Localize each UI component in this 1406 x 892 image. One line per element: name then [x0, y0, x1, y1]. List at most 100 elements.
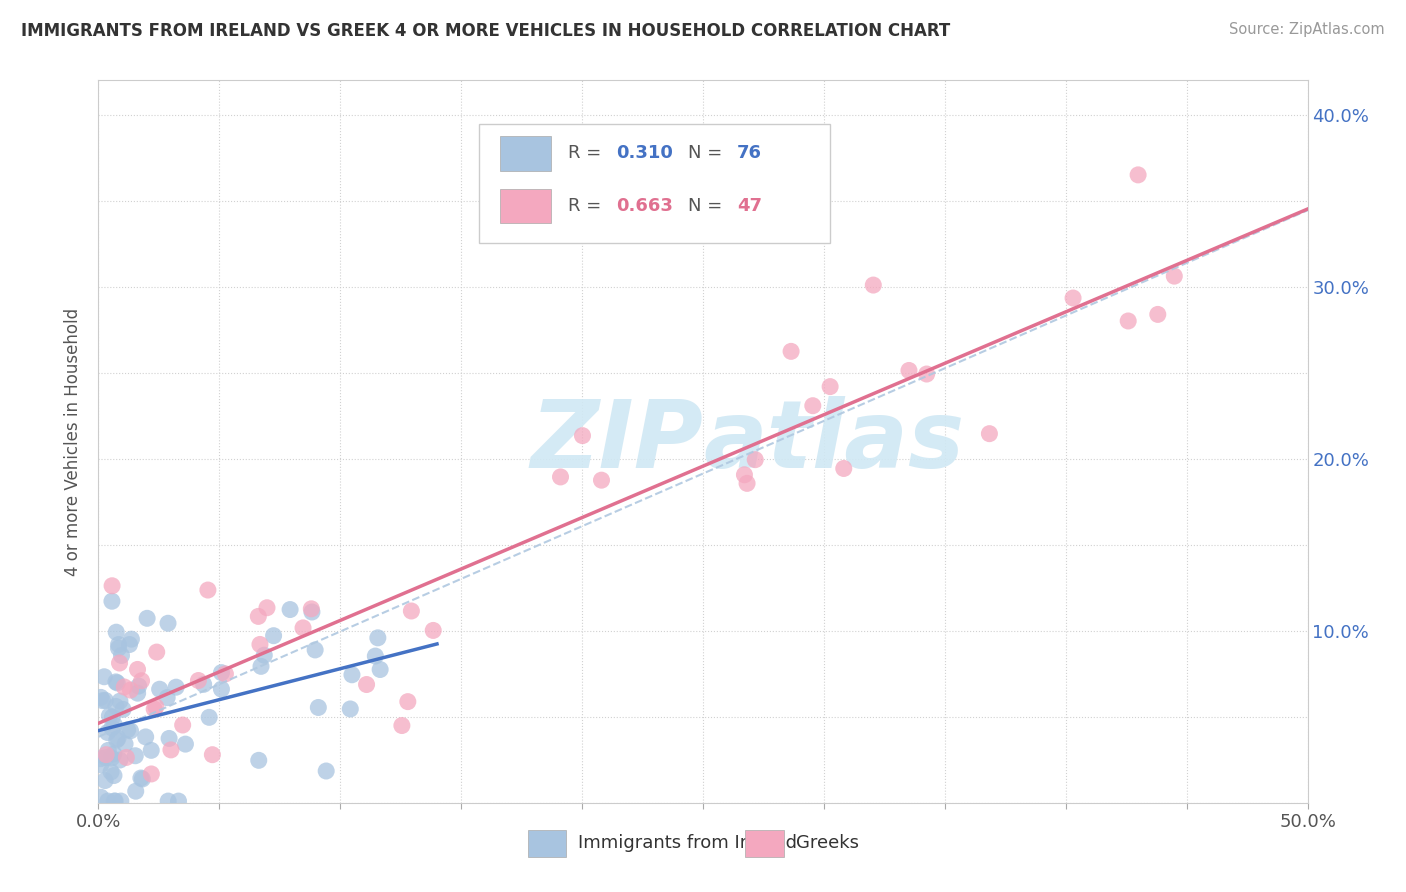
- Point: [104, 794, 127, 808]
- Point: [211, 665, 233, 680]
- FancyBboxPatch shape: [479, 124, 830, 243]
- Point: [112, 702, 135, 716]
- Point: [1116, 314, 1139, 328]
- Text: ZIP: ZIP: [530, 395, 703, 488]
- Point: [214, 667, 236, 681]
- Point: [979, 426, 1001, 441]
- Point: [157, 616, 180, 631]
- Point: [211, 682, 233, 697]
- Point: [98, 708, 121, 723]
- Point: [571, 428, 593, 442]
- Point: [103, 747, 125, 761]
- Point: [114, 737, 136, 751]
- Point: [118, 638, 141, 652]
- Point: [101, 710, 124, 724]
- Point: [198, 710, 221, 724]
- Point: [156, 690, 179, 705]
- Point: [339, 702, 361, 716]
- Point: [90, 752, 112, 766]
- Point: [115, 750, 138, 764]
- Point: [307, 700, 329, 714]
- Point: [103, 768, 125, 782]
- Point: [299, 602, 322, 616]
- Point: [1146, 307, 1168, 321]
- Point: [103, 718, 125, 732]
- Point: [93, 670, 115, 684]
- Point: [187, 673, 209, 688]
- Point: [367, 631, 389, 645]
- Point: [801, 399, 824, 413]
- Point: [193, 677, 215, 691]
- Point: [101, 579, 124, 593]
- Point: [117, 723, 139, 737]
- Point: [263, 629, 285, 643]
- Text: 76: 76: [737, 145, 762, 162]
- Point: [110, 648, 132, 663]
- Point: [165, 680, 187, 694]
- Point: [108, 753, 131, 767]
- Point: [249, 637, 271, 651]
- Point: [145, 645, 167, 659]
- Point: [157, 731, 180, 746]
- Point: [127, 686, 149, 700]
- Point: [131, 673, 153, 688]
- Point: [256, 600, 278, 615]
- Text: Immigrants from Ireland: Immigrants from Ireland: [578, 834, 797, 852]
- Point: [368, 663, 391, 677]
- Y-axis label: 4 or more Vehicles in Household: 4 or more Vehicles in Household: [65, 308, 83, 575]
- Point: [96, 725, 118, 739]
- Point: [107, 731, 129, 746]
- Point: [301, 605, 323, 619]
- Point: [94, 693, 117, 707]
- Point: [915, 367, 938, 381]
- Point: [101, 594, 124, 608]
- Point: [120, 632, 142, 647]
- Point: [172, 718, 194, 732]
- Point: [94, 747, 117, 762]
- Point: [1062, 291, 1084, 305]
- Text: Source: ZipAtlas.com: Source: ZipAtlas.com: [1229, 22, 1385, 37]
- Point: [107, 638, 129, 652]
- Point: [396, 695, 419, 709]
- Point: [90, 790, 112, 805]
- Text: R =: R =: [568, 197, 606, 215]
- Point: [143, 702, 166, 716]
- Point: [100, 751, 122, 765]
- Point: [97, 743, 120, 757]
- Point: [160, 743, 183, 757]
- Point: [315, 764, 337, 778]
- Point: [197, 582, 219, 597]
- Point: [253, 648, 276, 663]
- Point: [391, 718, 413, 732]
- Point: [145, 699, 167, 714]
- Point: [141, 767, 163, 781]
- Point: [157, 794, 180, 808]
- Point: [247, 753, 270, 767]
- Point: [128, 679, 150, 693]
- Point: [401, 604, 423, 618]
- Point: [832, 461, 855, 475]
- Text: 0.310: 0.310: [616, 145, 673, 162]
- Point: [94, 750, 117, 764]
- Point: [94, 773, 117, 788]
- Point: [278, 602, 301, 616]
- Point: [167, 794, 190, 808]
- Point: [340, 667, 363, 681]
- Point: [90, 757, 112, 772]
- Text: IMMIGRANTS FROM IRELAND VS GREEK 4 OR MORE VEHICLES IN HOUSEHOLD CORRELATION CHA: IMMIGRANTS FROM IRELAND VS GREEK 4 OR MO…: [21, 22, 950, 40]
- Point: [897, 363, 920, 377]
- Point: [862, 278, 884, 293]
- Point: [100, 764, 122, 779]
- Point: [127, 662, 149, 676]
- Point: [733, 467, 755, 482]
- FancyBboxPatch shape: [501, 136, 551, 170]
- FancyBboxPatch shape: [745, 830, 785, 857]
- Point: [108, 656, 131, 670]
- Point: [91, 693, 114, 707]
- Point: [780, 344, 803, 359]
- Text: Greeks: Greeks: [796, 834, 859, 852]
- Point: [141, 743, 163, 757]
- FancyBboxPatch shape: [501, 188, 551, 223]
- Point: [105, 676, 128, 690]
- Point: [422, 624, 444, 638]
